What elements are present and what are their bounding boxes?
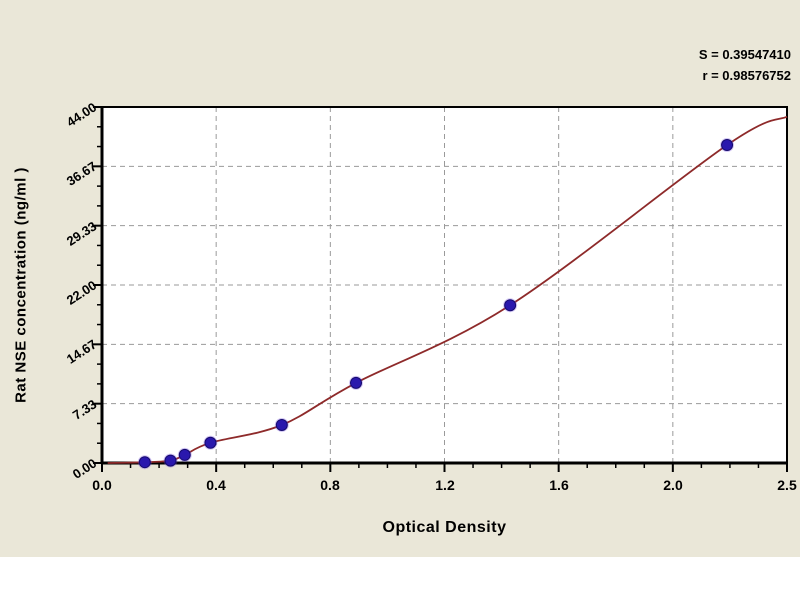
data-point bbox=[204, 436, 217, 449]
data-point bbox=[275, 418, 288, 431]
fit-statistics: S = 0.39547410 r = 0.98576752 bbox=[699, 44, 791, 86]
data-point bbox=[350, 376, 363, 389]
data-point bbox=[164, 454, 177, 467]
data-point bbox=[504, 299, 517, 312]
x-tick-label: 2.5 bbox=[777, 477, 797, 493]
x-tick-label: 2.0 bbox=[663, 477, 683, 493]
r-value-text: r = 0.98576752 bbox=[702, 68, 791, 83]
x-tick-label: 1.2 bbox=[435, 477, 455, 493]
x-tick-label: 0.0 bbox=[92, 477, 112, 493]
data-point bbox=[721, 139, 734, 152]
bottom-margin bbox=[0, 557, 800, 600]
x-tick-label: 0.4 bbox=[206, 477, 226, 493]
x-axis-title: Optical Density bbox=[382, 519, 507, 536]
y-axis-title: Rat NSE concentration (ng/ml ) bbox=[12, 167, 30, 403]
x-tick-label: 0.8 bbox=[320, 477, 340, 493]
x-tick-label: 1.6 bbox=[549, 477, 569, 493]
data-point bbox=[138, 456, 151, 469]
data-point bbox=[178, 448, 191, 461]
s-value-text: S = 0.39547410 bbox=[698, 47, 791, 62]
